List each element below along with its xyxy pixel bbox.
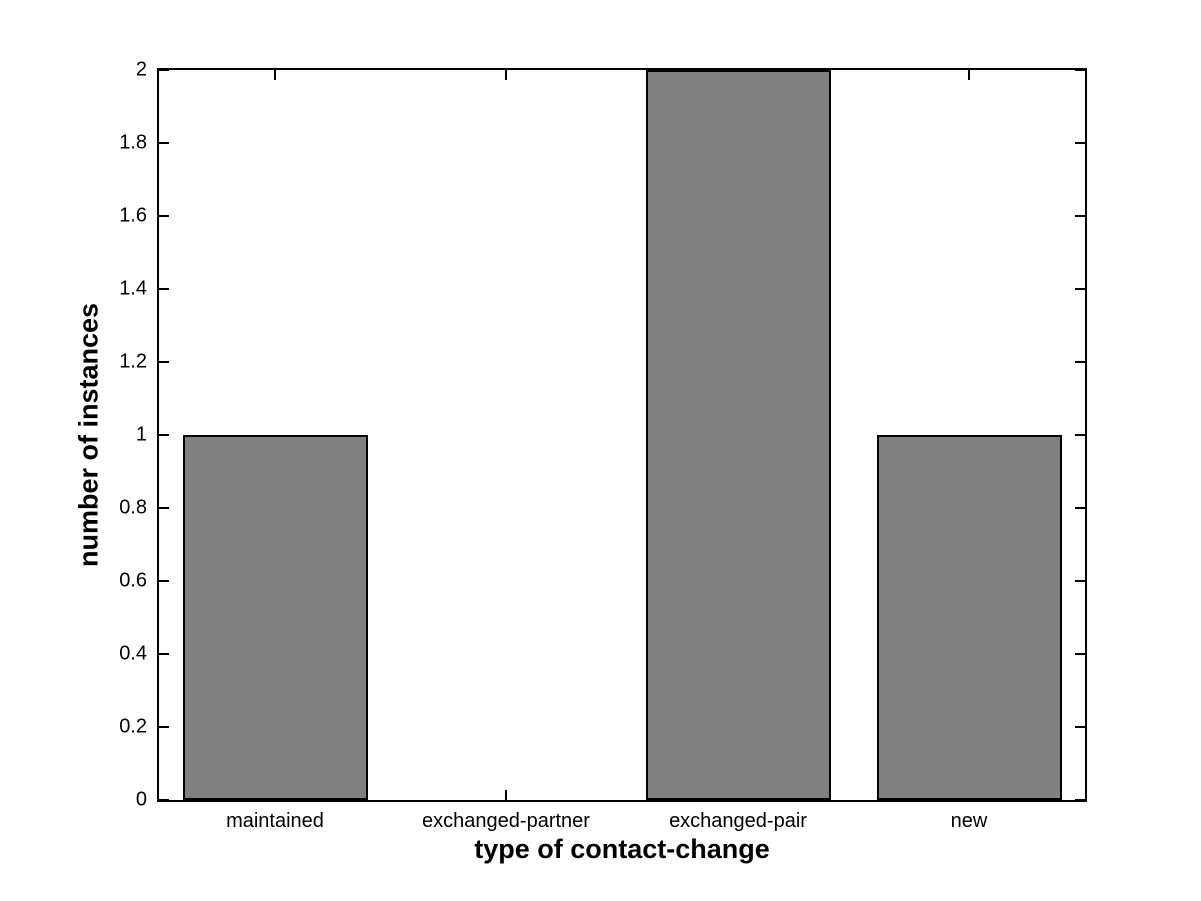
y-tick-label: 1.6 bbox=[119, 204, 147, 227]
y-tick-right bbox=[1075, 726, 1085, 728]
y-tick-right bbox=[1075, 69, 1085, 71]
y-tick-left bbox=[159, 69, 169, 71]
y-tick-left bbox=[159, 434, 169, 436]
x-tick-label: exchanged-partner bbox=[422, 810, 590, 832]
y-tick-left bbox=[159, 653, 169, 655]
y-axis-label: number of instances bbox=[73, 302, 104, 568]
y-tick-right bbox=[1075, 361, 1085, 363]
x-axis-label: type of contact-change bbox=[474, 834, 770, 864]
y-tick-right bbox=[1075, 142, 1085, 144]
x-tick-label: maintained bbox=[226, 810, 324, 832]
bar-exchanged-pair bbox=[645, 70, 831, 800]
y-tick-label: 0.2 bbox=[119, 715, 147, 738]
y-tick-right bbox=[1075, 215, 1085, 217]
x-tick-top bbox=[968, 70, 970, 80]
y-tick-right bbox=[1075, 434, 1085, 436]
x-tick-label: new bbox=[950, 810, 988, 832]
y-tick-left bbox=[159, 580, 169, 582]
y-tick-right bbox=[1075, 799, 1085, 801]
y-tick-right bbox=[1075, 653, 1085, 655]
y-tick-label: 1.4 bbox=[119, 277, 147, 300]
y-tick-left bbox=[159, 799, 169, 801]
y-tick-label: 0.8 bbox=[119, 496, 147, 519]
x-tick-top bbox=[274, 70, 276, 80]
bar-new bbox=[876, 435, 1062, 800]
y-tick-left bbox=[159, 215, 169, 217]
y-tick-label: 2 bbox=[135, 58, 147, 81]
y-tick-left bbox=[159, 142, 169, 144]
y-tick-label: 0.4 bbox=[119, 642, 147, 665]
y-tick-left bbox=[159, 361, 169, 363]
y-tick-right bbox=[1075, 580, 1085, 582]
y-tick-label: 0.6 bbox=[119, 569, 147, 592]
y-tick-right bbox=[1075, 507, 1085, 509]
y-tick-label: 0 bbox=[135, 788, 147, 811]
y-tick-left bbox=[159, 507, 169, 509]
y-tick-label: 1.2 bbox=[119, 350, 147, 373]
y-tick-left bbox=[159, 288, 169, 290]
x-tick-bottom bbox=[505, 790, 507, 800]
y-tick-label: 1.8 bbox=[119, 131, 147, 154]
x-tick-label: exchanged-pair bbox=[669, 810, 807, 832]
x-tick-top bbox=[505, 70, 507, 80]
bar-maintained bbox=[182, 435, 368, 800]
y-tick-left bbox=[159, 726, 169, 728]
y-tick-right bbox=[1075, 288, 1085, 290]
plot-area bbox=[157, 68, 1087, 802]
y-tick-label: 1 bbox=[135, 423, 147, 446]
